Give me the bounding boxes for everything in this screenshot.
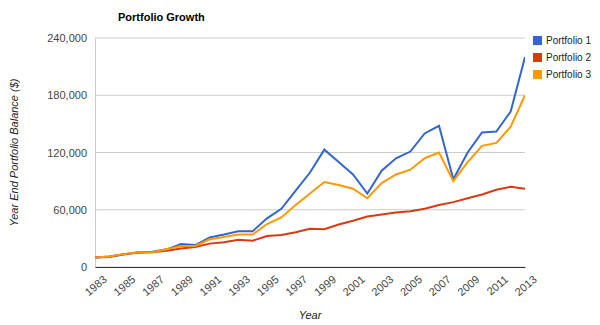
legend-label: Portfolio 3 xyxy=(546,69,591,80)
y-tick: 0 xyxy=(81,261,95,273)
legend-item: Portfolio 3 xyxy=(533,69,591,80)
y-tick: 240,000 xyxy=(47,32,95,44)
x-tick: 2009 xyxy=(455,267,481,298)
grid-line xyxy=(95,38,525,39)
y-tick: 120,000 xyxy=(47,147,95,159)
x-tick: 1983 xyxy=(82,267,108,298)
y-tick: 60,000 xyxy=(53,204,95,216)
x-tick: 1989 xyxy=(168,267,194,298)
x-tick-label: 2003 xyxy=(369,273,395,298)
x-tick-label: 2013 xyxy=(512,273,538,298)
x-tick: 1995 xyxy=(254,267,280,298)
x-tick-label: 1989 xyxy=(168,273,194,298)
x-tick-label: 1987 xyxy=(140,273,166,298)
legend-swatch xyxy=(533,70,542,79)
grid-line xyxy=(95,152,525,153)
legend: Portfolio 1 Portfolio 2 Portfolio 3 xyxy=(533,35,591,80)
title: Portfolio Growth xyxy=(118,11,205,23)
grid-line xyxy=(95,267,525,268)
x-tick-label: 2009 xyxy=(455,273,481,298)
x-tick-label: 1999 xyxy=(312,273,338,298)
x-tick: 1985 xyxy=(111,267,137,298)
chart: 0 60,000 120,000 180,000 240,000 198319851987… xyxy=(0,0,600,325)
x-tick: 2007 xyxy=(426,267,452,298)
series-line xyxy=(95,95,525,257)
x-axis: 1983198519871989199119931995199719992001… xyxy=(82,267,538,298)
legend-label: Portfolio 2 xyxy=(546,52,591,63)
series-line xyxy=(95,57,525,257)
y-tick: 180,000 xyxy=(47,89,95,101)
x-tick: 1997 xyxy=(283,267,309,298)
legend-item: Portfolio 1 xyxy=(533,35,591,46)
legend-swatch xyxy=(533,53,542,62)
grid xyxy=(95,38,525,267)
x-tick: 1991 xyxy=(197,267,223,298)
x-tick-label: 1983 xyxy=(82,273,108,298)
x-tick-label: 1985 xyxy=(111,273,137,298)
x-tick-label: 1995 xyxy=(254,273,280,298)
y-axis-line xyxy=(95,39,96,268)
x-tick-label: 2001 xyxy=(340,273,366,298)
legend-label: Portfolio 1 xyxy=(546,35,591,46)
grid-line xyxy=(95,209,525,210)
plot-area: 0 60,000 120,000 180,000 240,000 198319851987… xyxy=(47,32,539,298)
x-tick: 1993 xyxy=(226,267,252,298)
x-tick: 2005 xyxy=(398,267,424,298)
x-tick-label: 1997 xyxy=(283,273,309,298)
y-axis-title: Year End Portfolio Balance ($) xyxy=(8,78,20,226)
x-tick: 1987 xyxy=(140,267,166,298)
x-tick: 1999 xyxy=(312,267,338,298)
x-tick-label: 2005 xyxy=(398,273,424,298)
x-tick: 2001 xyxy=(340,267,366,298)
lines xyxy=(95,57,525,257)
y-tick-label: 120,000 xyxy=(47,147,87,159)
x-axis-title: Year xyxy=(299,309,323,321)
grid-line xyxy=(95,95,525,96)
y-tick-label: 180,000 xyxy=(47,89,87,101)
legend-swatch xyxy=(533,36,542,45)
legend-item: Portfolio 2 xyxy=(533,52,591,63)
x-tick: 2011 xyxy=(484,267,510,297)
x-tick-label: 1993 xyxy=(226,273,252,298)
y-tick-label: 240,000 xyxy=(47,32,87,44)
x-axis-line xyxy=(96,267,526,268)
x-tick-label: 2007 xyxy=(426,273,452,298)
series-line xyxy=(95,187,525,258)
y-tick-label: 0 xyxy=(81,261,87,273)
y-tick-label: 60,000 xyxy=(53,204,87,216)
x-tick: 2003 xyxy=(369,267,395,298)
x-tick: 2013 xyxy=(512,267,538,298)
x-tick-label: 2011 xyxy=(484,273,510,297)
y-axis: 0 60,000 120,000 180,000 240,000 xyxy=(47,32,95,273)
x-tick-label: 1991 xyxy=(197,273,223,298)
